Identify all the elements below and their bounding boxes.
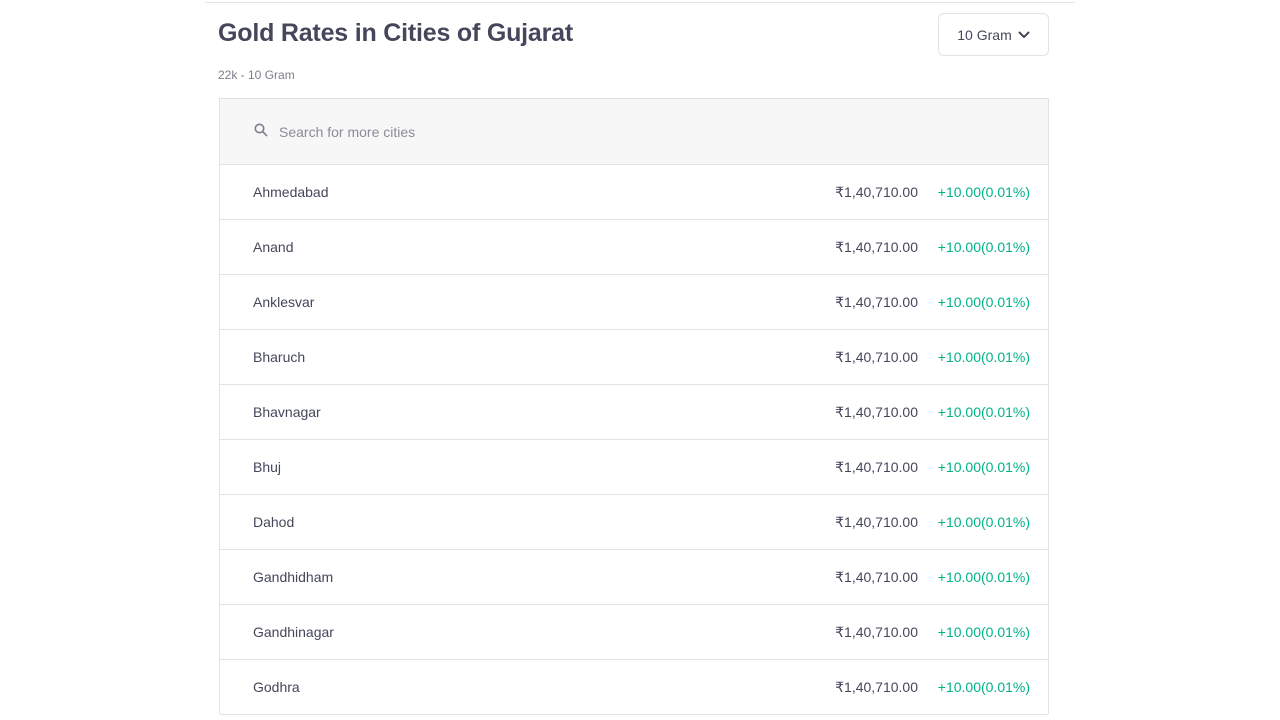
gold-price: ₹1,40,710.00	[835, 458, 918, 475]
city-rates-list: Ahmedabad ₹1,40,710.00 +10.00(0.01%) Anand ₹…	[220, 165, 1048, 715]
search-bar	[220, 99, 1048, 165]
gold-price: ₹1,40,710.00	[835, 678, 918, 695]
gold-price: ₹1,40,710.00	[835, 293, 918, 310]
city-name: Bhavnagar	[253, 404, 321, 420]
city-name: Anand	[253, 239, 294, 255]
page-title: Gold Rates in Cities of Gujarat	[218, 19, 573, 47]
gold-price: ₹1,40,710.00	[835, 623, 918, 640]
gold-price: ₹1,40,710.00	[835, 348, 918, 365]
table-row[interactable]: Ahmedabad ₹1,40,710.00 +10.00(0.01%)	[220, 165, 1048, 220]
price-change: +10.00(0.01%)	[937, 569, 1030, 585]
top-divider	[205, 2, 1075, 3]
price-change: +10.00(0.01%)	[937, 679, 1030, 695]
price-change: +10.00(0.01%)	[937, 184, 1030, 200]
city-name: Anklesvar	[253, 294, 315, 310]
table-row[interactable]: Anand ₹1,40,710.00 +10.00(0.01%)	[220, 220, 1048, 275]
city-name: Gandhidham	[253, 569, 334, 585]
unit-dropdown[interactable]: 10 Gram	[938, 13, 1049, 56]
table-row[interactable]: Dahod ₹1,40,710.00 +10.00(0.01%)	[220, 495, 1048, 550]
table-row[interactable]: Bhavnagar ₹1,40,710.00 +10.00(0.01%)	[220, 385, 1048, 440]
price-change: +10.00(0.01%)	[937, 514, 1030, 530]
price-change: +10.00(0.01%)	[937, 294, 1030, 310]
gold-price: ₹1,40,710.00	[835, 238, 918, 255]
city-name: Ahmedabad	[253, 184, 329, 200]
price-change: +10.00(0.01%)	[937, 404, 1030, 420]
rate-subtitle: 22k - 10 Gram	[218, 68, 295, 82]
gold-price: ₹1,40,710.00	[835, 568, 918, 585]
city-name: Bharuch	[253, 349, 306, 365]
price-change: +10.00(0.01%)	[937, 459, 1030, 475]
city-name: Dahod	[253, 514, 295, 530]
gold-price: ₹1,40,710.00	[835, 513, 918, 530]
city-name: Gandhinagar	[253, 624, 334, 640]
price-change: +10.00(0.01%)	[937, 239, 1030, 255]
table-row[interactable]: Gandhinagar ₹1,40,710.00 +10.00(0.01%)	[220, 605, 1048, 660]
table-row[interactable]: Anklesvar ₹1,40,710.00 +10.00(0.01%)	[220, 275, 1048, 330]
table-row[interactable]: Bhuj ₹1,40,710.00 +10.00(0.01%)	[220, 440, 1048, 495]
chevron-down-icon	[1018, 31, 1030, 39]
city-name: Bhuj	[253, 459, 282, 475]
price-change: +10.00(0.01%)	[937, 624, 1030, 640]
search-icon	[253, 122, 269, 138]
table-row[interactable]: Godhra ₹1,40,710.00 +10.00(0.01%)	[220, 660, 1048, 715]
table-row[interactable]: Bharuch ₹1,40,710.00 +10.00(0.01%)	[220, 330, 1048, 385]
gold-price: ₹1,40,710.00	[835, 403, 918, 420]
search-input[interactable]	[279, 123, 779, 140]
price-change: +10.00(0.01%)	[937, 349, 1030, 365]
table-row[interactable]: Gandhidham ₹1,40,710.00 +10.00(0.01%)	[220, 550, 1048, 605]
gold-price: ₹1,40,710.00	[835, 183, 918, 200]
city-name: Godhra	[253, 679, 300, 695]
city-rates-table: Ahmedabad ₹1,40,710.00 +10.00(0.01%) Anand ₹…	[219, 98, 1049, 715]
unit-dropdown-label: 10 Gram	[957, 26, 1012, 43]
